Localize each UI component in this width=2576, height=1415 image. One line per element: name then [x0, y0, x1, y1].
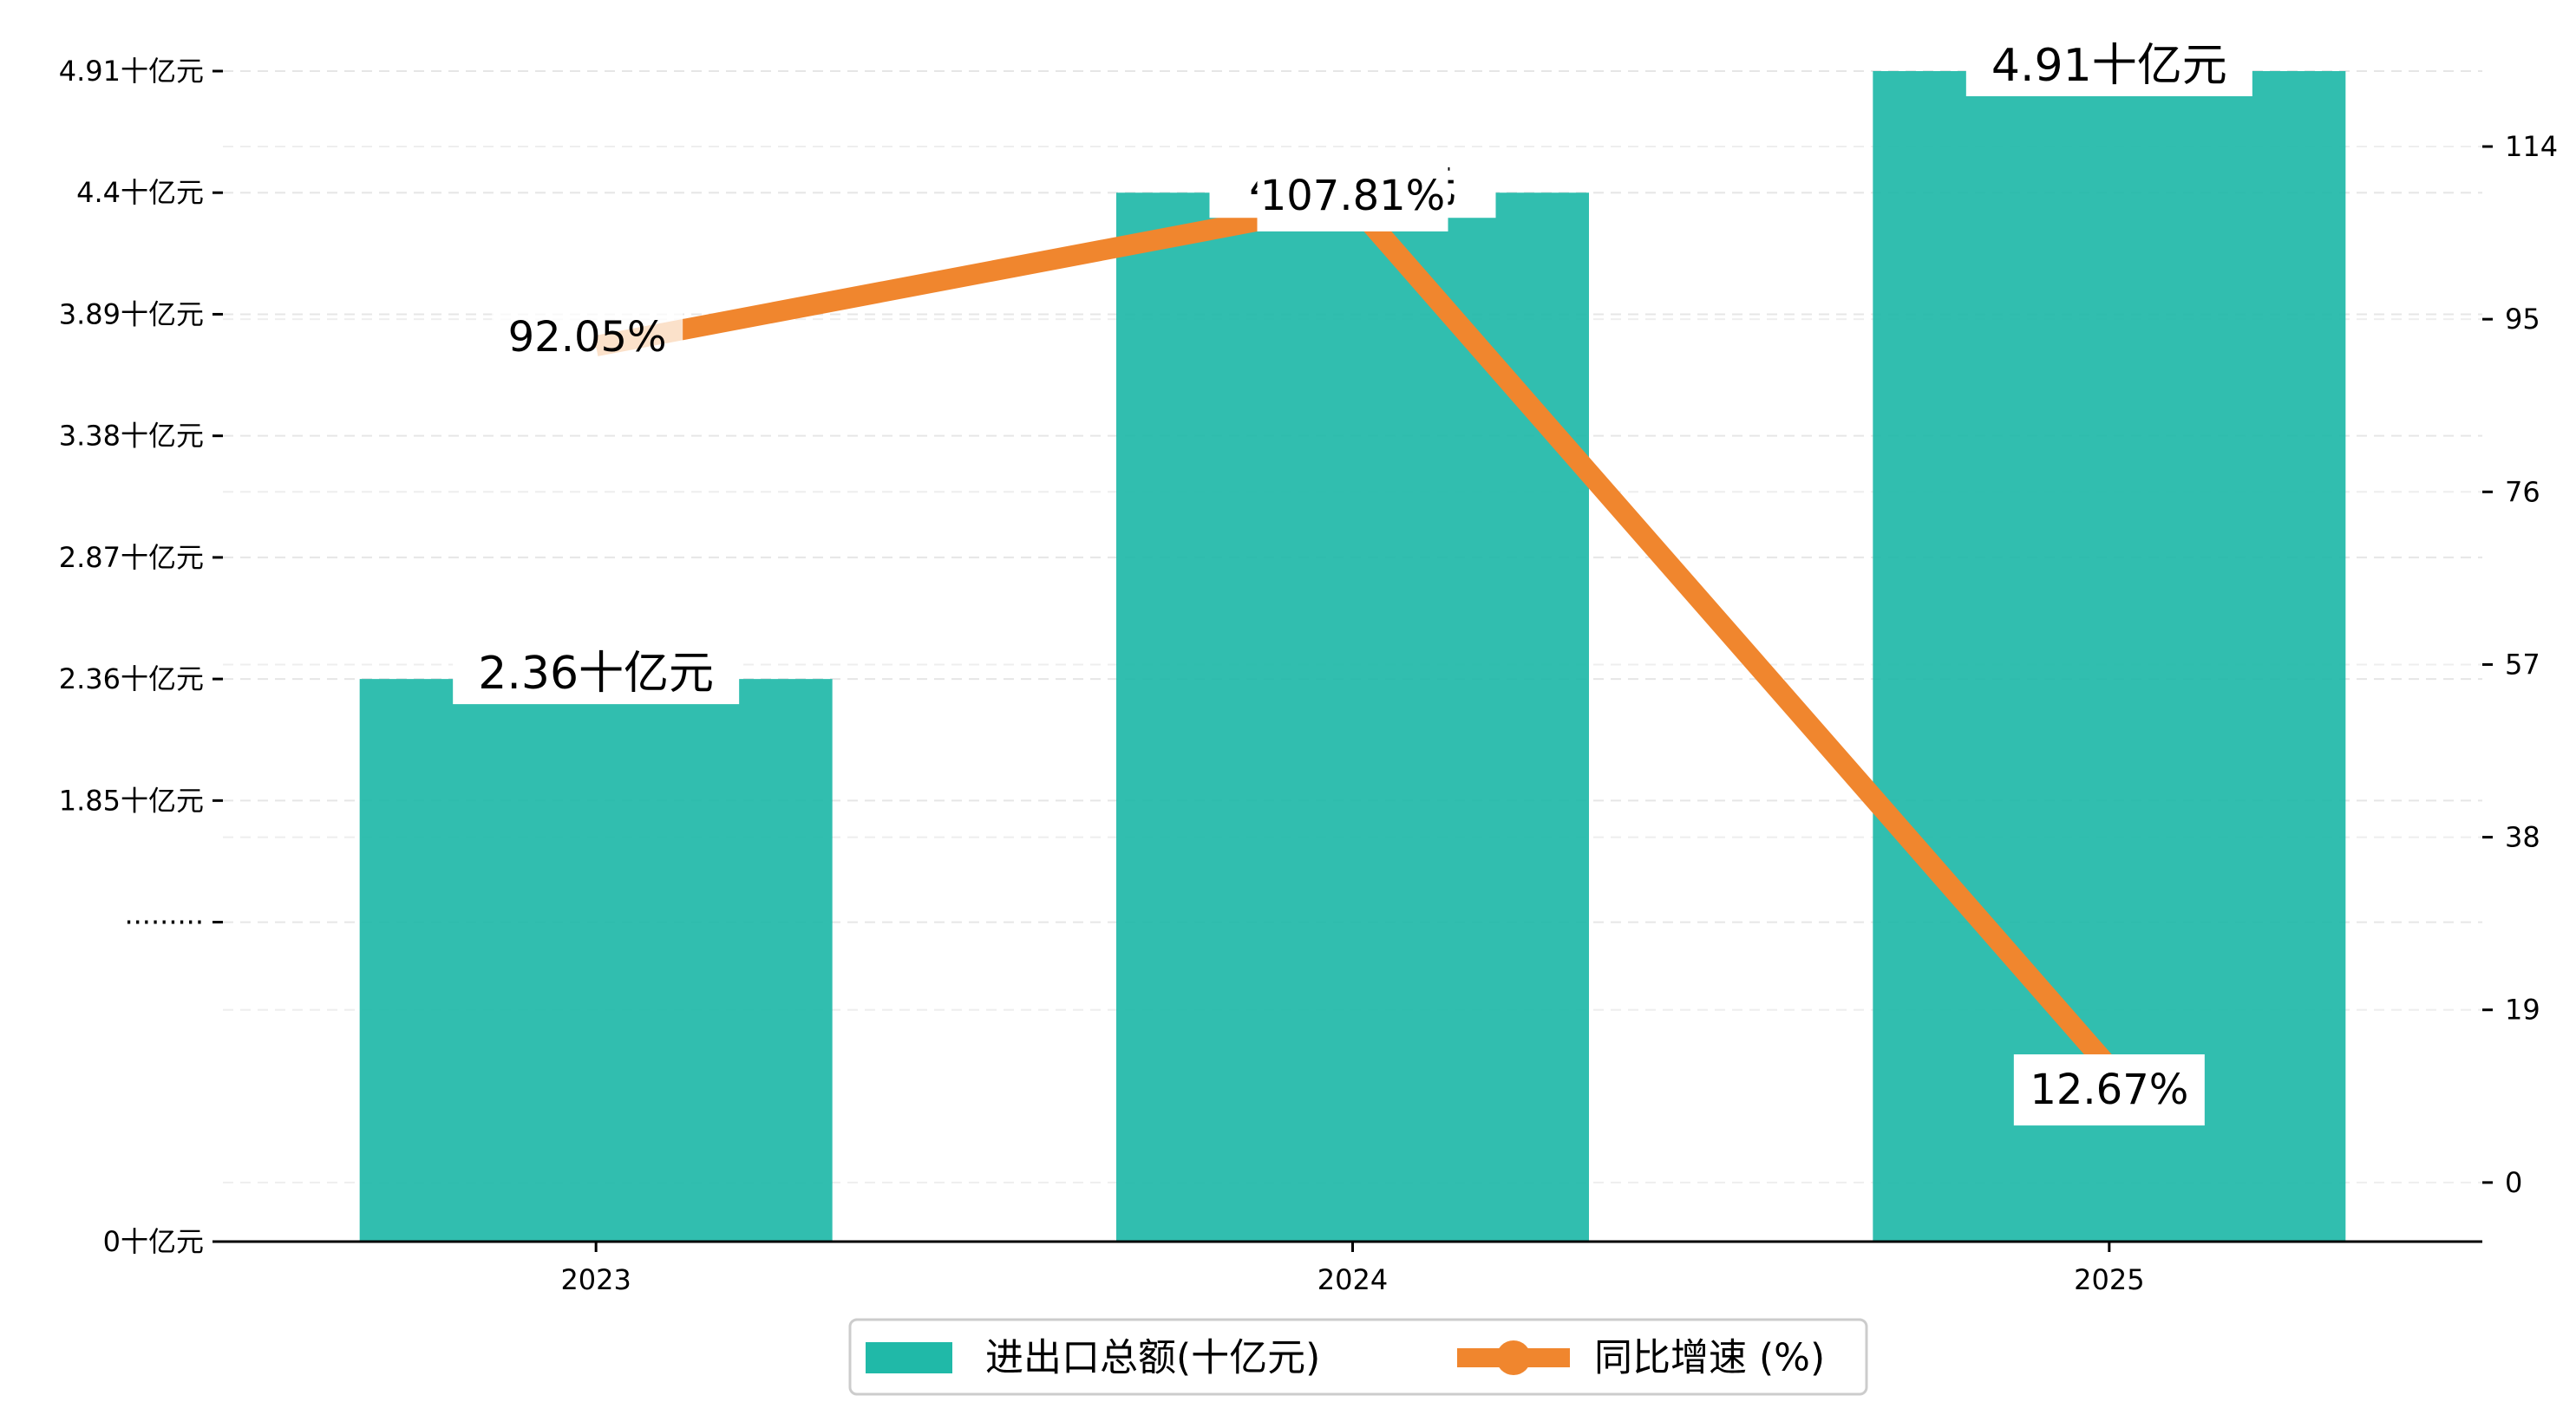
bar-series [359, 71, 2346, 1242]
left-tick-label: 0十亿元 [103, 1225, 204, 1258]
left-axis-ticks: 0十亿元 ········· 1.85十亿元 2.36十亿元 2.87十亿元 3.38十亿… [59, 55, 223, 1258]
right-tick-label: 76 [2505, 475, 2540, 508]
line-label: 12.67% [2030, 1066, 2188, 1114]
left-tick-label: 2.87十亿元 [59, 541, 204, 574]
legend-label-line: 同比增速 (%) [1594, 1336, 1825, 1380]
bar [359, 679, 833, 1242]
right-tick-label: 0 [2505, 1166, 2522, 1199]
bar [1116, 192, 1589, 1242]
line-label-box [2013, 1054, 2205, 1126]
legend: 进出口总额(十亿元) 同比增速 (%) [848, 1318, 1868, 1396]
bar-label: 4.91十亿元 [1991, 40, 2227, 92]
left-tick-label: 1.85十亿元 [59, 784, 204, 817]
legend-label-bar: 进出口总额(十亿元) [985, 1336, 1320, 1380]
x-tick-label: 2025 [2074, 1263, 2144, 1296]
left-tick-label: 3.38十亿元 [59, 420, 204, 453]
bar-label-box [453, 643, 740, 705]
line-label-box [1257, 160, 1448, 231]
x-tick-label: 2023 [560, 1263, 631, 1296]
left-tick-label: 2.36十亿元 [59, 662, 204, 695]
left-tick-label: ········· [124, 906, 204, 939]
right-axis-ticks: 0 19 38 57 76 95 114 [2482, 130, 2558, 1199]
right-tick-label: 38 [2505, 821, 2540, 854]
left-tick-label: 3.89十亿元 [59, 297, 204, 330]
legend-swatch-bar [866, 1342, 952, 1373]
legend-box [848, 1318, 1868, 1396]
right-tick-label: 114 [2505, 130, 2558, 163]
bar-label: 2.36十亿元 [478, 648, 714, 700]
right-tick-label: 19 [2505, 994, 2540, 1027]
line-label: 107.81% [1260, 172, 1446, 220]
bar [1873, 71, 2346, 1242]
x-tick-label: 2024 [1317, 1263, 1388, 1296]
right-tick-label: 57 [2505, 648, 2540, 681]
left-tick-label: 4.4十亿元 [76, 176, 204, 209]
line-label: 92.05% [508, 313, 667, 362]
line-label-box [492, 302, 683, 374]
bar-label-box [1965, 36, 2252, 96]
line-data-labels: 92.05% 107.81% 12.67% [492, 160, 2205, 1126]
left-tick-label: 4.91十亿元 [59, 55, 204, 88]
x-axis-ticks: 2023 2024 2025 [560, 1242, 2145, 1296]
right-tick-label: 95 [2505, 303, 2540, 336]
legend-swatch-marker [1496, 1340, 1531, 1375]
